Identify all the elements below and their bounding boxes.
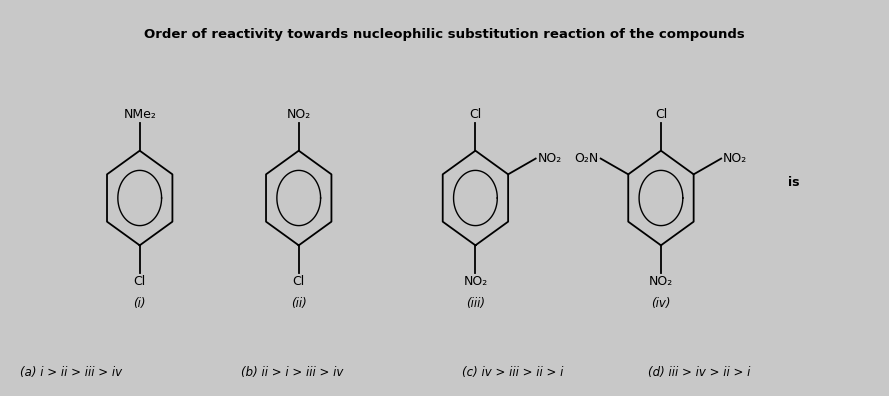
Text: (c) iv > iii > ii > i: (c) iv > iii > ii > i: [462, 366, 564, 379]
Text: Order of reactivity towards nucleophilic substitution reaction of the compounds: Order of reactivity towards nucleophilic…: [144, 28, 745, 41]
Text: (i): (i): [133, 297, 146, 310]
Text: O₂N: O₂N: [574, 152, 598, 165]
Text: Cl: Cl: [655, 108, 667, 121]
Text: (b) ii > i > iii > iv: (b) ii > i > iii > iv: [241, 366, 344, 379]
Text: Cl: Cl: [469, 108, 482, 121]
Text: NO₂: NO₂: [538, 152, 562, 165]
Text: (ii): (ii): [291, 297, 307, 310]
Text: (iv): (iv): [652, 297, 670, 310]
Text: NMe₂: NMe₂: [124, 108, 156, 121]
Text: (a) i > ii > iii > iv: (a) i > ii > iii > iv: [20, 366, 123, 379]
Text: NO₂: NO₂: [649, 275, 673, 288]
Text: NO₂: NO₂: [286, 108, 311, 121]
Text: (iii): (iii): [466, 297, 485, 310]
Text: Cl: Cl: [292, 275, 305, 288]
Text: Cl: Cl: [133, 275, 146, 288]
Text: NO₂: NO₂: [723, 152, 748, 165]
Text: NO₂: NO₂: [463, 275, 487, 288]
Text: is: is: [788, 176, 799, 189]
Text: (d) iii > iv > ii > i: (d) iii > iv > ii > i: [648, 366, 750, 379]
